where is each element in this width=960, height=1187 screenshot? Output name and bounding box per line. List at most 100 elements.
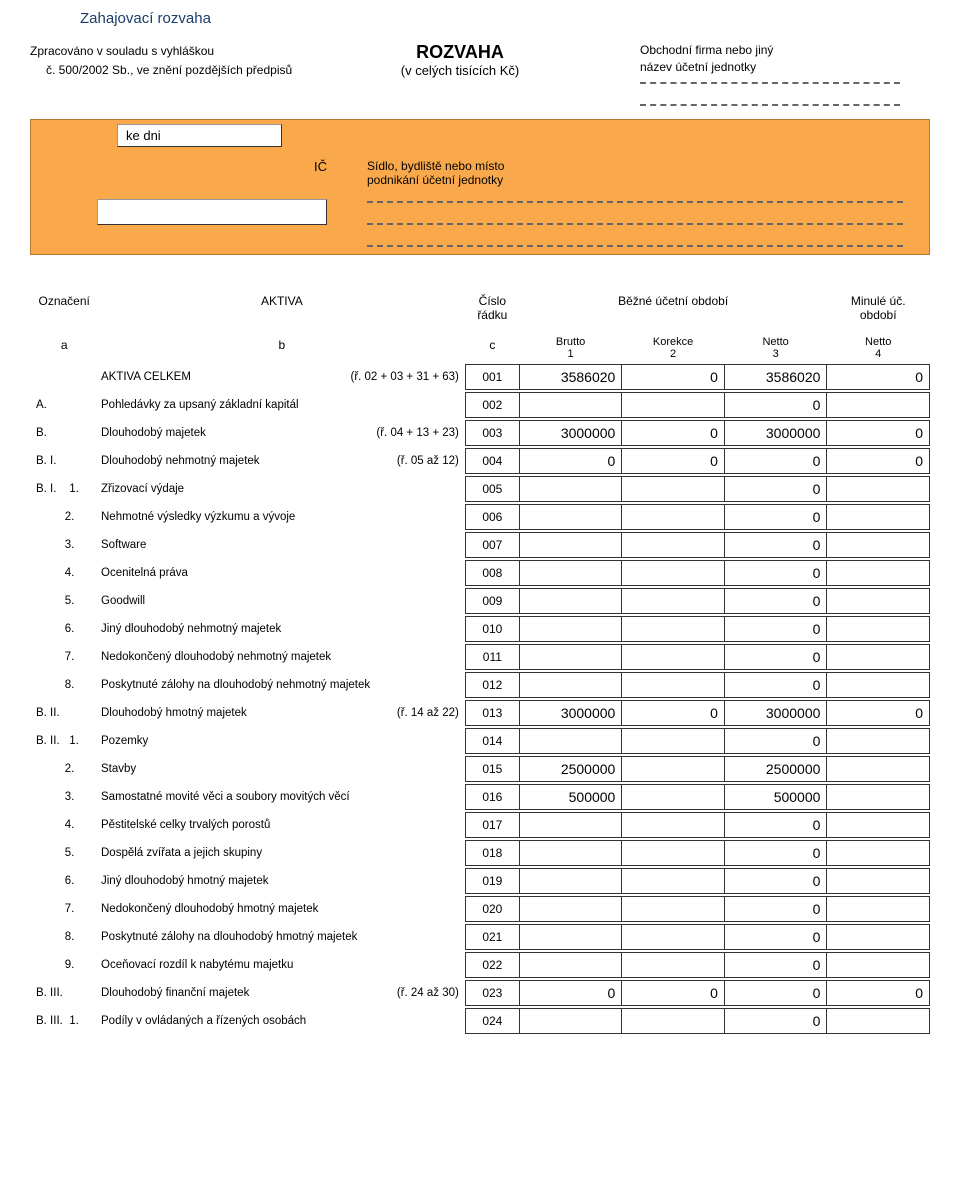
row-text: Jiný dlouhodobý hmotný majetek [101,875,459,887]
row-value: 0 [724,980,827,1005]
row-label: AKTIVA CELKEM(ř. 02 + 03 + 31 + 63) [30,364,465,389]
row-suffix: (ř. 24 až 30) [385,987,459,999]
dashed-line [640,104,900,106]
row-value: 0 [724,728,827,753]
row-value: 3586020 [519,364,622,389]
row-prefix: 2. [36,511,101,523]
row-value [827,644,930,669]
row-code: 009 [465,588,519,613]
row-value [622,840,725,865]
row-label: 7.Nedokončený dlouhodobý nehmotný majete… [30,644,465,669]
th-oznaceni: Označení [36,294,92,308]
row-value [519,952,622,977]
row-value: 0 [724,392,827,417]
table-row: B. II. 1.Pozemky0140 [30,728,930,753]
row-text: Goodwill [101,595,459,607]
ic-right-line2: podnikání účetní jednotky [367,173,923,187]
header-right-line2: název účetní jednotky [640,59,930,76]
row-value: 0 [724,1008,827,1033]
row-value [519,896,622,921]
row-value [519,616,622,641]
th-1: 1 [525,348,616,360]
row-value: 0 [827,448,930,473]
row-label: 3.Samostatné movité věci a soubory movit… [30,784,465,809]
row-value: 0 [622,980,725,1005]
row-prefix: 7. [36,651,101,663]
row-value [519,840,622,865]
row-text: Poskytnuté zálohy na dlouhodobý nehmotný… [101,679,459,691]
dashed-line [367,223,903,225]
th-3: 3 [730,348,821,360]
row-text: Pozemky [101,735,459,747]
header-right: Obchodní firma nebo jiný název účetní je… [600,42,930,109]
row-value [827,840,930,865]
row-label: 3.Software [30,532,465,557]
row-code: 008 [465,560,519,585]
row-text: Samostatné movité věci a soubory movitýc… [101,791,459,803]
table-row: 6.Jiný dlouhodobý nehmotný majetek0100 [30,616,930,641]
row-value [519,672,622,697]
row-text: Nedokončený dlouhodobý nehmotný majetek [101,651,459,663]
row-code: 019 [465,868,519,893]
row-text: Stavby [101,763,459,775]
table-row: B. III. 1.Podíly v ovládaných a řízených… [30,1008,930,1033]
row-prefix: 8. [36,679,101,691]
row-code: 004 [465,448,519,473]
row-code: 011 [465,644,519,669]
row-prefix: 3. [36,791,101,803]
ic-input-box[interactable] [97,199,327,225]
row-value: 3000000 [519,700,622,725]
row-text: Jiný dlouhodobý nehmotný majetek [101,623,459,635]
row-value: 3586020 [724,364,827,389]
table-row: B. III.Dlouhodobý finanční majetek(ř. 24… [30,980,930,1005]
row-text: Poskytnuté zálohy na dlouhodobý hmotný m… [101,931,459,943]
row-suffix: (ř. 02 + 03 + 31 + 63) [338,371,458,383]
table-row: 9.Oceňovací rozdíl k nabytému majetku022… [30,952,930,977]
row-prefix: B. II. 1. [36,735,101,747]
row-value [519,812,622,837]
row-prefix: 3. [36,539,101,551]
row-text: Dlouhodobý nehmotný majetek [101,455,385,467]
row-value [622,812,725,837]
row-code: 018 [465,840,519,865]
row-prefix: B. III. 1. [36,1015,101,1027]
row-label: 5.Goodwill [30,588,465,613]
th-b: b [104,338,459,352]
th-2: 2 [628,348,719,360]
row-label: 2.Nehmotné výsledky výzkumu a vývoje [30,504,465,529]
row-label: B.Dlouhodobý majetek(ř. 04 + 13 + 23) [30,420,465,445]
table-row: 2.Stavby01525000002500000 [30,756,930,781]
row-value [827,672,930,697]
row-label: 8.Poskytnuté zálohy na dlouhodobý hmotný… [30,924,465,949]
row-code: 016 [465,784,519,809]
row-value [622,616,725,641]
row-value: 0 [724,644,827,669]
table-row: 7.Nedokončený dlouhodobý nehmotný majete… [30,644,930,669]
table-row: 4.Ocenitelná práva0080 [30,560,930,585]
orange-header-block: ke dni IČ Sídlo, bydliště nebo místo pod… [30,119,930,255]
row-value [622,588,725,613]
dashed-line [640,82,900,84]
row-value: 0 [622,700,725,725]
row-value: 0 [724,840,827,865]
table-row: 4.Pěstitelské celky trvalých porostů0170 [30,812,930,837]
row-text: Nedokončený dlouhodobý hmotný majetek [101,903,459,915]
row-label: 8.Poskytnuté zálohy na dlouhodobý nehmot… [30,672,465,697]
row-text: Dospělá zvířata a jejich skupiny [101,847,459,859]
row-label: 5.Dospělá zvířata a jejich skupiny [30,840,465,865]
row-value: 0 [827,700,930,725]
row-value [827,868,930,893]
row-prefix: A. [36,399,101,411]
row-value: 0 [724,588,827,613]
row-value [827,924,930,949]
row-text: Podíly v ovládaných a řízených osobách [101,1015,459,1027]
th-netto4: Netto [833,336,924,348]
row-text: Nehmotné výsledky výzkumu a vývoje [101,511,459,523]
row-value [622,672,725,697]
th-netto3: Netto [730,336,821,348]
table-row: 5.Goodwill009 0 [30,588,930,613]
row-value [622,392,725,417]
row-value [622,896,725,921]
row-text: Dlouhodobý majetek [101,427,364,439]
row-label: 9.Oceňovací rozdíl k nabytému majetku [30,952,465,977]
